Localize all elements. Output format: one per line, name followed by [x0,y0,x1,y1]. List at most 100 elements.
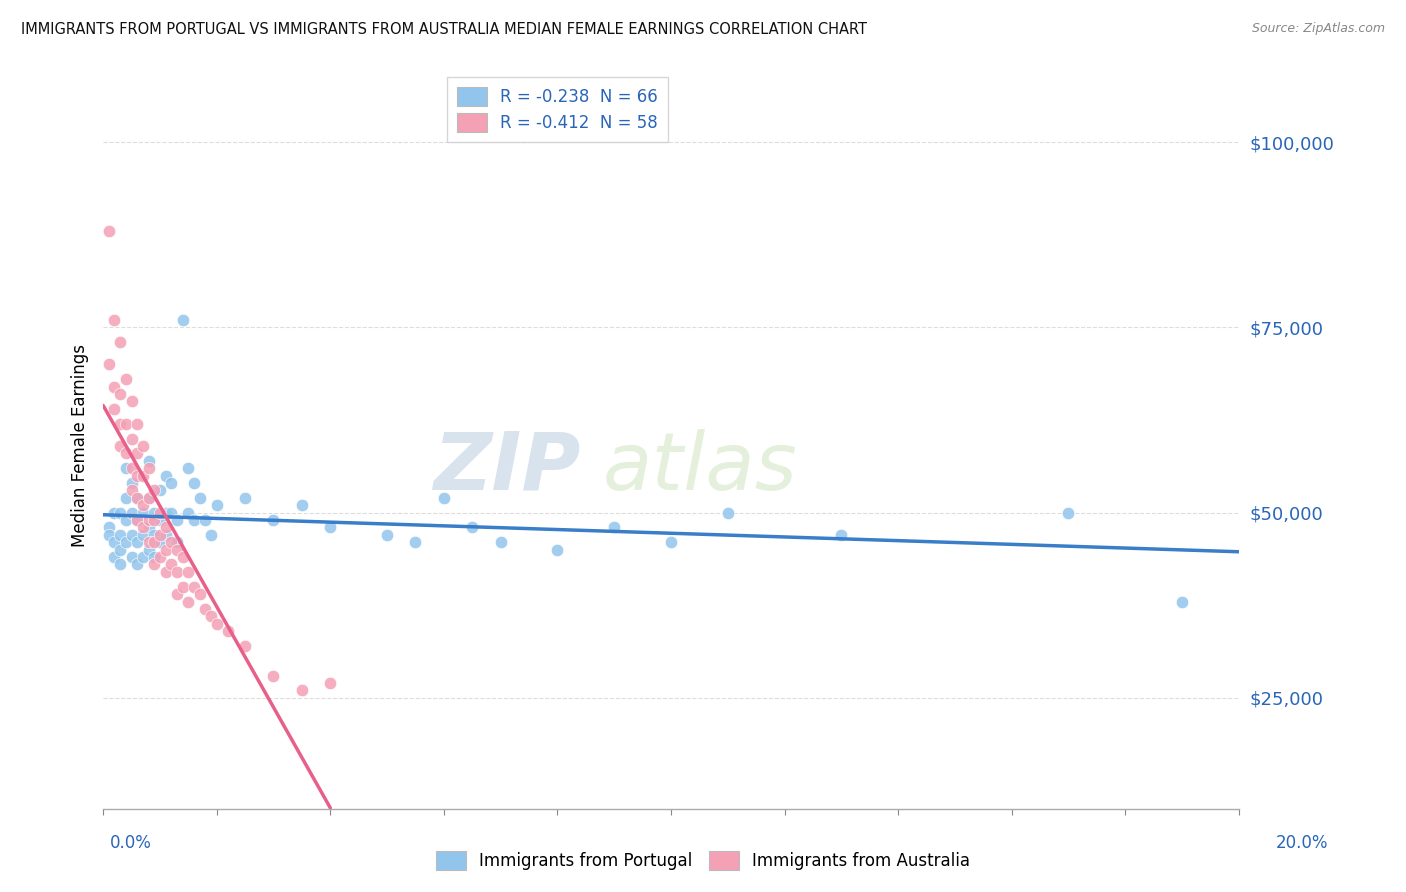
Point [121,432,143,446]
Point [121,461,143,475]
Point [603,520,626,534]
Point [115,372,138,386]
Point [132,520,155,534]
Point [132,468,155,483]
Point [108,417,131,431]
Point [160,506,183,520]
Point [183,513,205,527]
Point [160,475,183,490]
Point [108,387,131,401]
Text: 0.0%: 0.0% [110,834,152,852]
Point [433,491,456,505]
Point [108,528,131,542]
Point [103,550,125,565]
Point [97,224,120,238]
Point [233,491,256,505]
Point [127,417,149,431]
Point [108,558,131,572]
Point [121,475,143,490]
Point [155,542,177,557]
Point [291,683,314,698]
Point [138,542,160,557]
Y-axis label: Median Female Earnings: Median Female Earnings [72,344,89,548]
Point [149,513,172,527]
Point [132,550,155,565]
Point [138,491,160,505]
Point [717,506,740,520]
Point [155,468,177,483]
Point [172,580,194,594]
Point [183,475,205,490]
Point [194,602,217,616]
Point [183,580,205,594]
Point [149,483,172,498]
Point [143,535,166,549]
Point [121,550,143,565]
Point [132,439,155,453]
Point [375,528,398,542]
Text: IMMIGRANTS FROM PORTUGAL VS IMMIGRANTS FROM AUSTRALIA MEDIAN FEMALE EARNINGS COR: IMMIGRANTS FROM PORTUGAL VS IMMIGRANTS F… [21,22,868,37]
Point [115,535,138,549]
Point [143,558,166,572]
Point [138,535,160,549]
Point [461,520,484,534]
Point [138,491,160,505]
Point [138,454,160,468]
Point [217,624,239,639]
Point [155,565,177,579]
Point [97,520,120,534]
Point [121,528,143,542]
Point [103,379,125,393]
Point [177,565,200,579]
Point [127,491,149,505]
Point [138,520,160,534]
Point [149,550,172,565]
Point [149,528,172,542]
Point [108,542,131,557]
Point [319,520,342,534]
Point [172,313,194,327]
Point [149,535,172,549]
Point [291,498,314,512]
Point [143,506,166,520]
Point [108,335,131,350]
Point [166,587,188,601]
Point [132,506,155,520]
Point [127,446,149,460]
Point [177,594,200,608]
Point [132,528,155,542]
Point [127,491,149,505]
Point [233,639,256,653]
Text: atlas: atlas [603,429,797,507]
Point [489,535,512,549]
Point [115,491,138,505]
Point [166,513,188,527]
Point [149,506,172,520]
Point [103,313,125,327]
Point [155,506,177,520]
Point [121,506,143,520]
Point [115,446,138,460]
Point [1057,506,1080,520]
Point [166,542,188,557]
Point [155,520,177,534]
Point [143,550,166,565]
Point [115,513,138,527]
Point [127,535,149,549]
Point [177,461,200,475]
Point [127,468,149,483]
Point [121,394,143,409]
Point [177,506,200,520]
Point [127,513,149,527]
Point [103,506,125,520]
Point [200,609,222,624]
Point [319,676,342,690]
Point [200,528,222,542]
Point [121,483,143,498]
Legend: Immigrants from Portugal, Immigrants from Australia: Immigrants from Portugal, Immigrants fro… [429,844,977,877]
Point [97,528,120,542]
Point [132,498,155,512]
Point [103,535,125,549]
Point [108,506,131,520]
Point [155,528,177,542]
